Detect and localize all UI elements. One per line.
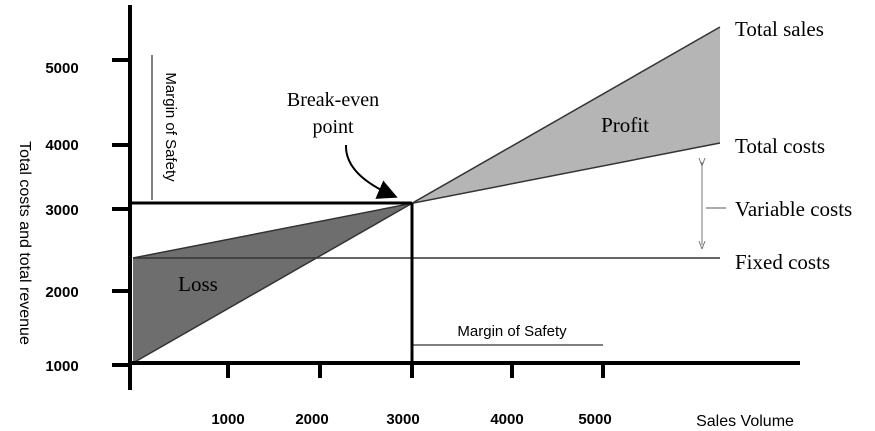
region-label: Loss — [178, 272, 218, 296]
margin-label: Margin of Safety — [162, 72, 179, 182]
y-tick-label: 4000 — [45, 137, 78, 154]
x-tick-label: 1000 — [211, 411, 244, 428]
x-tick-label: 3000 — [386, 411, 419, 428]
break-even-arrow — [344, 144, 398, 199]
x-axis-title: Sales Volume — [696, 413, 794, 430]
break-even-label: point — [312, 116, 354, 138]
break-even-label: Break-even — [287, 89, 379, 111]
total-sales-line — [132, 26, 721, 364]
line-label: Variable costs — [735, 197, 852, 221]
y-axis-title: Total costs and total revenue — [16, 141, 33, 345]
margin-label: Margin of Safety — [457, 323, 567, 340]
x-tick-label: 4000 — [490, 411, 523, 428]
line-label: Total sales — [735, 17, 824, 41]
total-costs-line — [132, 142, 721, 259]
region-label: Profit — [601, 113, 649, 137]
y-tick-label: 1000 — [45, 358, 78, 375]
y-tick-label: 5000 — [45, 60, 78, 77]
y-tick-label: 3000 — [45, 202, 78, 219]
x-tick-label: 2000 — [295, 411, 328, 428]
x-tick-label: 5000 — [578, 411, 611, 428]
line-label: Total costs — [735, 134, 825, 158]
line-label: Fixed costs — [735, 250, 830, 274]
y-tick-label: 2000 — [45, 284, 78, 301]
